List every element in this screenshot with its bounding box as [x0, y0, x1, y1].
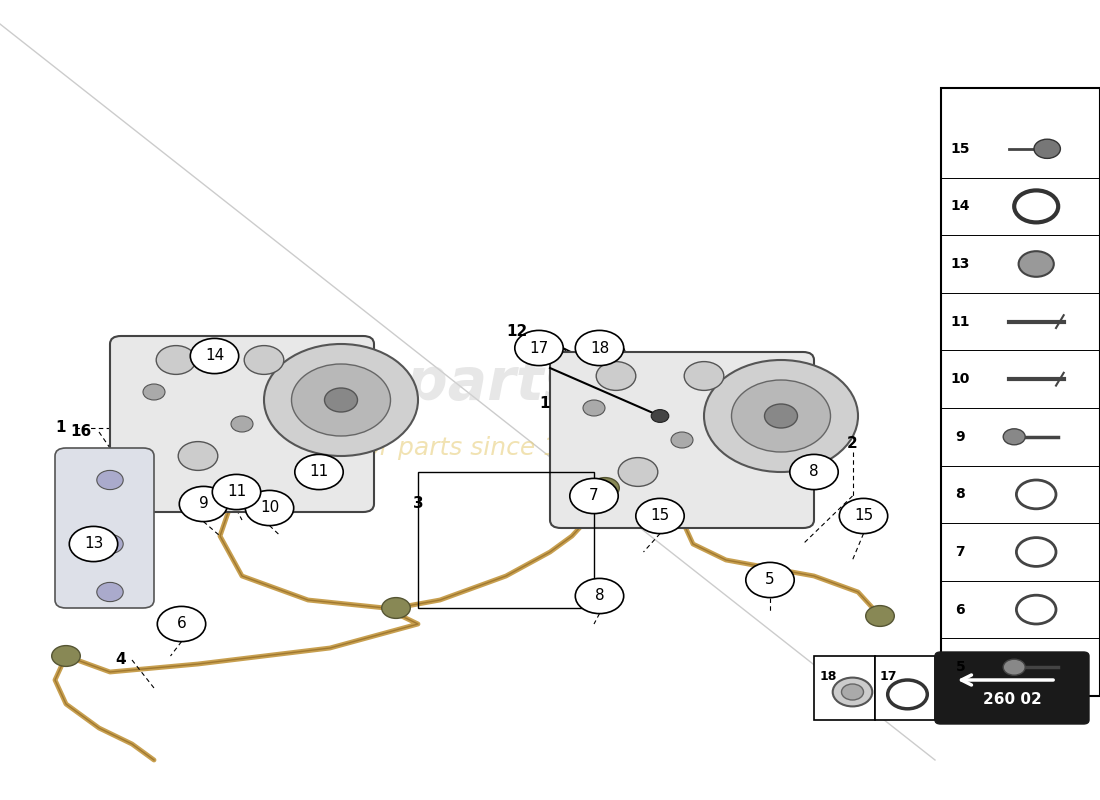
FancyBboxPatch shape	[550, 352, 814, 528]
Circle shape	[97, 470, 123, 490]
FancyBboxPatch shape	[935, 652, 1089, 724]
Circle shape	[515, 330, 563, 366]
Circle shape	[596, 362, 636, 390]
Text: 10: 10	[260, 501, 279, 515]
Text: 4: 4	[116, 653, 127, 667]
Circle shape	[245, 490, 294, 526]
Text: 5: 5	[766, 573, 774, 587]
Circle shape	[231, 416, 253, 432]
Circle shape	[52, 646, 80, 666]
Circle shape	[591, 478, 619, 498]
Text: 11: 11	[950, 314, 970, 329]
Text: 17: 17	[529, 341, 549, 355]
Text: 7: 7	[590, 489, 598, 503]
Text: 10: 10	[950, 372, 970, 386]
Text: 14: 14	[205, 349, 224, 363]
Circle shape	[575, 578, 624, 614]
Text: 8: 8	[810, 465, 818, 479]
Text: 260 02: 260 02	[982, 693, 1042, 707]
Text: 9: 9	[956, 430, 965, 444]
Circle shape	[732, 380, 830, 452]
Text: europarts: europarts	[256, 355, 580, 413]
Circle shape	[264, 344, 418, 456]
Circle shape	[382, 598, 410, 618]
FancyBboxPatch shape	[110, 336, 374, 512]
Text: 5: 5	[956, 660, 965, 674]
Circle shape	[575, 330, 624, 366]
Text: 13: 13	[950, 257, 970, 271]
Circle shape	[324, 388, 358, 412]
Circle shape	[97, 582, 123, 602]
Circle shape	[1003, 429, 1025, 445]
Circle shape	[69, 526, 118, 562]
FancyBboxPatch shape	[55, 448, 154, 608]
Text: 11: 11	[309, 465, 329, 479]
Text: 15: 15	[950, 142, 970, 156]
Text: 17: 17	[880, 670, 898, 682]
Circle shape	[97, 534, 123, 554]
Text: 7: 7	[956, 545, 965, 559]
Circle shape	[764, 404, 798, 428]
Text: 11: 11	[227, 485, 246, 499]
Text: 2: 2	[847, 437, 858, 451]
Text: 15: 15	[854, 509, 873, 523]
Text: 6: 6	[177, 617, 186, 631]
Circle shape	[684, 362, 724, 390]
Circle shape	[583, 400, 605, 416]
Circle shape	[746, 562, 794, 598]
Circle shape	[1034, 139, 1060, 158]
Bar	[940, 88, 1100, 696]
Circle shape	[190, 338, 239, 374]
Circle shape	[790, 454, 838, 490]
Circle shape	[292, 364, 390, 436]
Circle shape	[178, 442, 218, 470]
Text: 13: 13	[84, 537, 103, 551]
Circle shape	[156, 346, 196, 374]
Circle shape	[636, 498, 684, 534]
Text: 6: 6	[956, 602, 965, 617]
Circle shape	[244, 346, 284, 374]
Text: 3: 3	[412, 497, 424, 511]
Bar	[814, 656, 874, 720]
Circle shape	[295, 454, 343, 490]
Text: 18: 18	[590, 341, 609, 355]
Circle shape	[157, 606, 206, 642]
Text: 9: 9	[199, 497, 208, 511]
Circle shape	[618, 458, 658, 486]
Circle shape	[651, 410, 669, 422]
Circle shape	[704, 360, 858, 472]
Circle shape	[212, 474, 261, 510]
Circle shape	[839, 498, 888, 534]
Bar	[418, 472, 594, 608]
Text: 1: 1	[539, 397, 550, 411]
Circle shape	[1019, 251, 1054, 277]
Circle shape	[833, 678, 872, 706]
Text: 16: 16	[70, 425, 91, 439]
Text: a passion for parts since 1985: a passion for parts since 1985	[229, 436, 607, 460]
Circle shape	[842, 684, 864, 700]
Text: 14: 14	[950, 199, 970, 214]
Circle shape	[671, 432, 693, 448]
Circle shape	[1003, 659, 1025, 675]
Text: 1: 1	[55, 421, 66, 435]
Circle shape	[570, 478, 618, 514]
Circle shape	[866, 606, 894, 626]
Text: 18: 18	[820, 670, 837, 682]
Circle shape	[179, 486, 228, 522]
Text: 8: 8	[595, 589, 604, 603]
Text: 12: 12	[506, 325, 528, 339]
Bar	[874, 656, 935, 720]
Circle shape	[143, 384, 165, 400]
Text: 15: 15	[650, 509, 670, 523]
Text: 8: 8	[956, 487, 965, 502]
